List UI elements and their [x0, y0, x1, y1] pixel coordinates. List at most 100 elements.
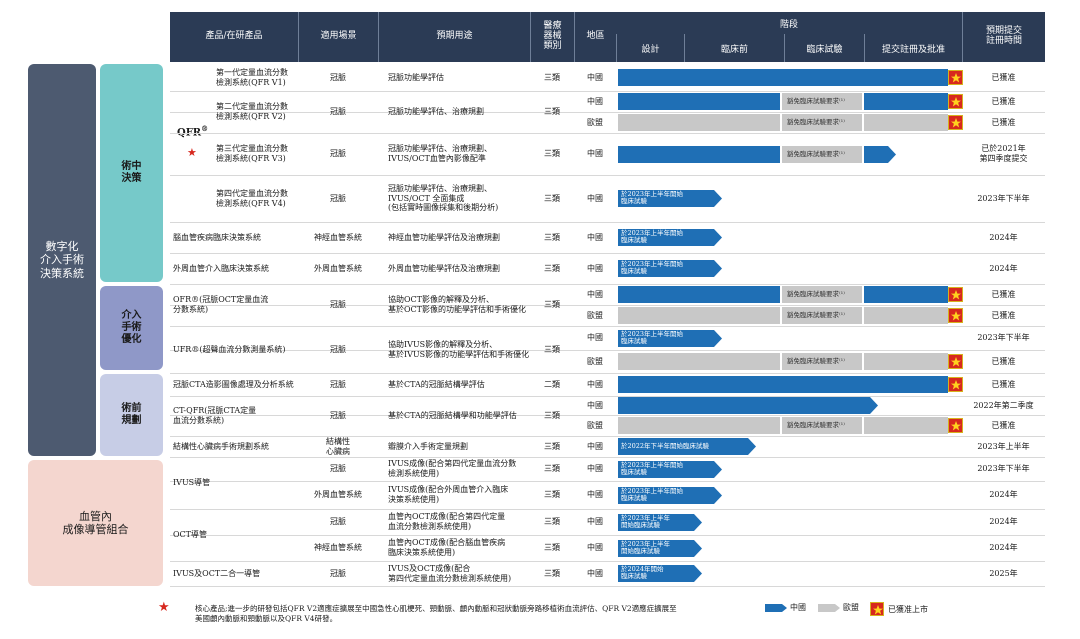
row-scenario: 冠脈: [330, 568, 346, 578]
row-expected: 已獲准: [991, 96, 1016, 106]
row-expected: 2024年: [989, 517, 1018, 527]
row-region: 中國: [587, 193, 603, 203]
row-expected: 已獲准: [991, 379, 1016, 389]
row-usage: 神經血管功能學評估及治療規劃: [388, 232, 500, 242]
row-divider: [170, 112, 1045, 113]
row-region: 中國: [587, 379, 603, 389]
row-expected: 已獲准: [991, 356, 1016, 366]
footnote: 核心產品;進一步的研發包括QFR V2適應症擴展至中國急性心肌梗死、頸動脈、顱內…: [195, 604, 677, 623]
stage-arrow: [618, 438, 756, 455]
exempt-label: 豁免臨床試驗要求⁽¹⁾: [787, 311, 845, 319]
row-region: 中國: [587, 441, 603, 451]
row-region: 中國: [587, 72, 603, 82]
row-expected: 2023年上半年: [977, 441, 1030, 451]
row-device-class: 三類: [544, 232, 560, 242]
header-stage: 階段: [616, 12, 962, 35]
header-stage-preclinical: 臨床前: [684, 34, 784, 62]
clinical-trial-label: 於2023年上半年 開始臨床試驗: [621, 513, 671, 529]
row-divider: [170, 350, 1045, 351]
stage-bar: [618, 286, 780, 303]
stage-bar: [864, 93, 948, 110]
subcategory-intraop: 術中 決策: [100, 64, 163, 282]
stage-arrow: [864, 145, 896, 163]
exempt-label: 豁免臨床試驗要求⁽¹⁾: [787, 421, 845, 429]
row-product: 第二代定量血流分數 檢測系統(QFR V2): [216, 102, 288, 121]
row-usage: 瓣膜介入手術定量規劃: [388, 441, 468, 451]
stage-bar: [864, 353, 948, 370]
row-divider: [170, 436, 1045, 437]
legend-china: 中國: [765, 602, 806, 613]
row-device-class: 三類: [544, 344, 560, 354]
exempt-label: 豁免臨床試驗要求⁽¹⁾: [787, 97, 845, 105]
row-usage: 外周血管功能學評估及治療規劃: [388, 263, 500, 273]
subcategory-optimization: 介入 手術 優化: [100, 286, 163, 370]
row-scenario: 外周血管系統: [314, 263, 362, 273]
stage-bar: [864, 286, 948, 303]
row-region: 中國: [587, 464, 603, 474]
row-region: 中國: [587, 232, 603, 242]
approved-flag-icon: [948, 94, 963, 109]
row-scenario: 冠脈: [330, 344, 346, 354]
row-usage: 協助OCT影像的解釋及分析、 基於OCT影像的功能學評估和手術優化: [388, 295, 527, 314]
header-region: 地區: [574, 12, 616, 62]
row-usage: 基於CTA的冠脈結構學和功能學評估: [388, 411, 517, 421]
row-expected: 2023年下半年: [977, 464, 1030, 474]
row-region: 中國: [587, 96, 603, 106]
row-expected: 已於2021年 第四季度提交: [979, 144, 1028, 163]
footnote-star-icon: ★: [158, 600, 170, 615]
category-imaging-catheter: 血管內 成像導管組合: [28, 460, 163, 586]
row-divider: [170, 222, 1045, 223]
row-expected: 已獲准: [991, 420, 1016, 430]
row-divider: [170, 586, 1045, 587]
row-divider: [170, 535, 1045, 536]
row-divider: [170, 91, 1045, 92]
row-expected: 已獲准: [991, 289, 1016, 299]
row-divider: [170, 396, 1045, 397]
row-product: UFR®(超聲血流分數測量系統): [173, 344, 286, 354]
row-region: 中國: [587, 333, 603, 343]
row-expected: 2024年: [989, 543, 1018, 553]
row-scenario: 外周血管系統: [314, 490, 362, 500]
row-scenario: 神經血管系統: [314, 543, 362, 553]
row-expected: 2025年: [989, 568, 1018, 578]
row-region: 歐盟: [587, 356, 603, 366]
approved-flag-icon: [948, 287, 963, 302]
row-scenario: 冠脈: [330, 464, 346, 474]
row-region: 中國: [587, 289, 603, 299]
row-expected: 2022年第二季度: [973, 400, 1034, 410]
row-device-class: 三類: [544, 441, 560, 451]
row-device-class: 二類: [544, 379, 560, 389]
clinical-trial-label: 於2023年上半年開始 臨床試驗: [621, 486, 684, 502]
header-stage-submission: 提交註冊及批准: [864, 34, 962, 62]
row-product: IVUS導管: [173, 478, 211, 488]
approved-flag-icon: [948, 354, 963, 369]
exempt-bar: [782, 93, 862, 110]
exempt-bar: [782, 286, 862, 303]
row-divider: [170, 284, 1045, 285]
stage-bar: [618, 93, 780, 110]
row-usage: 血管內OCT成像(配合腦血管疾病 臨床決策系統使用): [388, 538, 506, 557]
clinical-trial-label: 於2023年上半年開始 臨床試驗: [621, 460, 684, 476]
exempt-label: 豁免臨床試驗要求⁽¹⁾: [787, 149, 845, 158]
row-region: 中國: [587, 490, 603, 500]
row-usage: 血管內OCT成像(配合第四代定量 血流分數檢測系統使用): [388, 512, 506, 531]
row-expected: 已獲准: [991, 117, 1016, 127]
exempt-bar: [782, 114, 862, 131]
header-device-class: 醫療 器械 類別: [530, 12, 574, 62]
row-product: 結構性心臟病手術規劃系統: [173, 441, 269, 451]
stage-bar: [864, 307, 948, 324]
row-product: 冠脈CTA造影圖像處理及分析系統: [173, 379, 294, 389]
row-product: CT-QFR(冠脈CTA定量 血流分數系統): [173, 406, 257, 425]
row-expected: 已獲准: [991, 310, 1016, 320]
stage-arrow: [618, 513, 702, 531]
row-scenario: 冠脈: [330, 300, 346, 310]
row-divider: [170, 253, 1045, 254]
row-scenario: 結構性 心臟病: [326, 436, 350, 456]
approved-flag-icon: [948, 418, 963, 433]
row-device-class: 三類: [544, 411, 560, 421]
exempt-label: 豁免臨床試驗要求⁽¹⁾: [787, 357, 845, 365]
row-product: IVUS及OCT二合一導管: [173, 568, 261, 578]
row-usage: IVUS成像(配合第四代定量血流分數 檢測系統使用): [388, 459, 517, 478]
clinical-trial-label: 於2023年上半年開始 臨床試驗: [621, 229, 684, 245]
row-scenario: 冠脈: [330, 411, 346, 421]
